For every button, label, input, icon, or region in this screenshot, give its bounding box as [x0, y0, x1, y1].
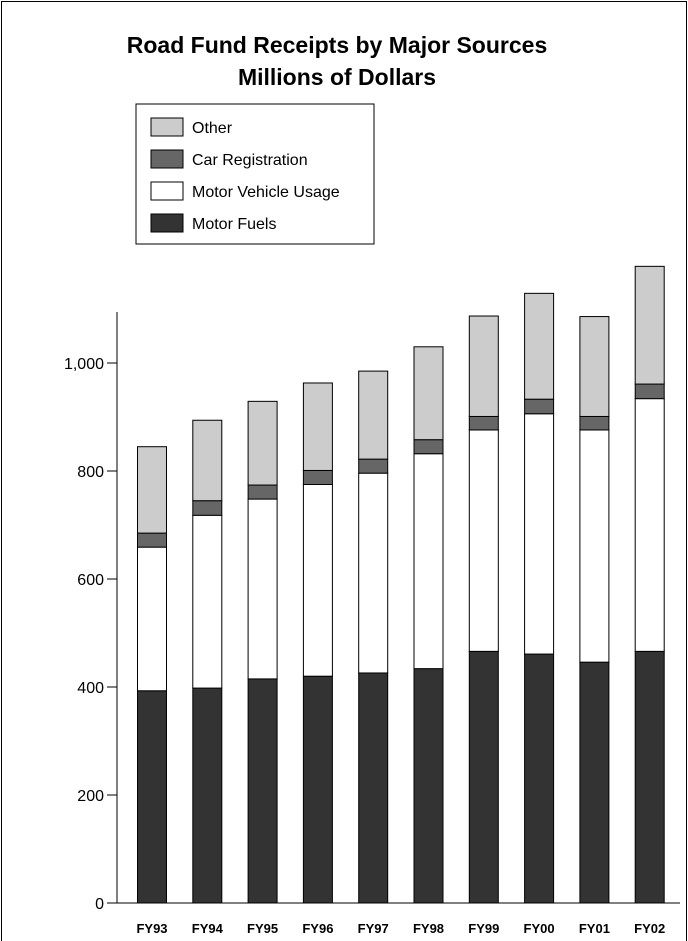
bar-segment-motor-vehicle-usage: [413, 453, 444, 670]
legend-label-motor-fuels: Motor Fuels: [192, 216, 276, 233]
x-tick-label: FY95: [247, 921, 278, 936]
bar-segment-motor-fuels: [302, 675, 333, 904]
y-tick-label: 200: [77, 788, 104, 805]
bar-segment-car-registration: [468, 415, 499, 431]
legend-label-motor-vehicle-usage: Motor Vehicle Usage: [192, 184, 340, 201]
chart-title: Road Fund Receipts by Major Sources: [127, 32, 547, 58]
x-tick-label: FY97: [358, 921, 389, 936]
x-tick-label: FY99: [468, 921, 499, 936]
bar-segment-car-registration: [634, 383, 665, 400]
bar-segment-motor-vehicle-usage: [579, 429, 610, 663]
bar-segment-car-registration: [192, 500, 223, 516]
bar-segment-motor-fuels: [358, 672, 389, 904]
bar-segment-motor-vehicle-usage: [468, 429, 499, 652]
bar-segment-other: [524, 292, 555, 400]
bar-segment-car-registration: [524, 398, 555, 415]
x-tick-label: FY98: [413, 921, 444, 936]
y-tick-label: 400: [77, 680, 104, 697]
y-tick-label: 1,000: [64, 356, 104, 373]
x-tick-label: FY94: [192, 921, 224, 936]
x-tick-label: FY96: [302, 921, 333, 936]
bar-segment-motor-vehicle-usage: [634, 398, 665, 652]
bar-segment-car-registration: [413, 439, 444, 455]
bar-segment-other: [579, 316, 610, 417]
bar-segment-other: [468, 315, 499, 417]
bar-segment-car-registration: [579, 415, 610, 431]
legend-swatch-car-registration: [150, 149, 184, 169]
bar-segment-motor-vehicle-usage: [524, 413, 555, 655]
axes: 0 200 400 600 800 1,000: [64, 312, 680, 913]
bar-segment-car-registration: [302, 469, 333, 485]
bar-segment-motor-vehicle-usage: [302, 484, 333, 677]
bar-segment-other: [413, 346, 444, 441]
y-tick-label: 800: [77, 464, 104, 481]
bar-segment-other: [302, 382, 333, 471]
legend: Other Car Registration Motor Vehicle Usage…: [150, 117, 340, 233]
y-tick-label: 0: [95, 896, 104, 913]
bar-segment-car-registration: [137, 532, 167, 548]
bar-segment-motor-fuels: [468, 650, 499, 904]
legend-swatch-other: [150, 117, 184, 137]
y-tick-label: 600: [77, 572, 104, 589]
bar-segment-motor-fuels: [524, 653, 555, 904]
bar-segment-motor-fuels: [247, 678, 278, 904]
bar-segment-other: [358, 370, 389, 460]
x-tick-label: FY01: [579, 921, 610, 936]
legend-swatch-motor-vehicle-usage: [150, 181, 184, 201]
bar-segment-other: [247, 400, 278, 486]
bar-segment-car-registration: [247, 484, 278, 500]
bar-segment-motor-vehicle-usage: [358, 472, 389, 674]
bar-segment-motor-vehicle-usage: [192, 514, 223, 689]
bar-segment-motor-fuels: [192, 687, 223, 904]
bar-segment-car-registration: [358, 458, 389, 474]
bar-segment-other: [192, 419, 223, 502]
chart-subtitle: Millions of Dollars: [238, 64, 436, 90]
bar-segment-motor-fuels: [413, 668, 444, 904]
bar-segment-motor-fuels: [137, 690, 167, 904]
bar-segment-other: [137, 446, 167, 534]
x-tick-label: FY93: [136, 921, 167, 936]
x-tick-labels: FY93 FY94 FY95 FY96 FY97 FY98 FY99 FY00 FY01 FY02: [136, 921, 665, 936]
legend-label-other: Other: [192, 120, 233, 137]
x-tick-label: FY02: [634, 921, 665, 936]
bar-segment-other: [634, 265, 665, 385]
bar-segment-motor-vehicle-usage: [247, 498, 278, 680]
bars: [137, 265, 665, 904]
legend-swatch-motor-fuels: [150, 213, 184, 233]
x-tick-label: FY00: [524, 921, 555, 936]
bar-segment-motor-vehicle-usage: [137, 546, 167, 692]
legend-label-car-registration: Car Registration: [192, 152, 308, 169]
bar-segment-motor-fuels: [579, 661, 610, 904]
bar-segment-motor-fuels: [634, 650, 665, 904]
